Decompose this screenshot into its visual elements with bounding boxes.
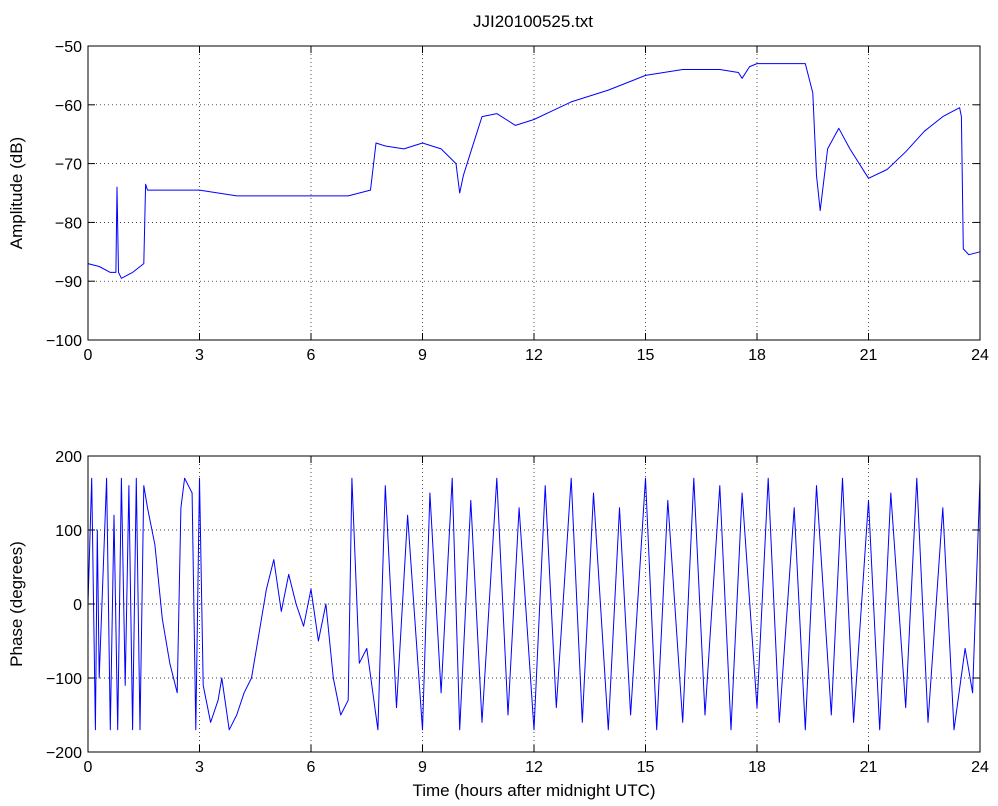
amplitude-x-tick-label: 15: [637, 347, 655, 364]
amplitude-x-tick-label: 12: [525, 347, 543, 364]
amplitude-panel: 0 3 6 9 12 15 18 21 24 −100 −90 −80 −70 −60 −50 Amplitu…: [7, 39, 989, 364]
amplitude-y-axis-title: Amplitude (dB): [7, 137, 26, 249]
phase-x-tick-label: 6: [307, 759, 316, 776]
phase-x-axis-title: Time (hours after midnight UTC): [412, 781, 655, 800]
amplitude-series-line: [87, 63, 981, 279]
amplitude-y-tick-label: −50: [55, 39, 82, 56]
amplitude-x-tick-label: 21: [860, 347, 878, 364]
chart-title: JJI20100525.txt: [473, 12, 593, 31]
amplitude-y-tick-label: −60: [55, 98, 82, 115]
phase-y-tick-label: −100: [46, 671, 82, 688]
phase-x-tick-label: 0: [84, 759, 93, 776]
amplitude-x-tick-label: 18: [748, 347, 766, 364]
amplitude-y-tick-label: −70: [55, 157, 82, 174]
amplitude-y-tick-label: −100: [46, 333, 82, 350]
phase-y-tick-label: 200: [55, 449, 82, 466]
phase-y-tick-label: −200: [46, 745, 82, 762]
phase-y-tick-label: 100: [55, 523, 82, 540]
amplitude-x-tick-label: 0: [84, 347, 93, 364]
amplitude-x-tick-label: 3: [195, 347, 204, 364]
phase-x-tick-label: 21: [860, 759, 878, 776]
amplitude-x-tick-label: 24: [971, 347, 989, 364]
phase-x-tick-label: 15: [637, 759, 655, 776]
phase-x-tick-label: 12: [525, 759, 543, 776]
amplitude-y-tick-label: −80: [55, 215, 82, 232]
phase-x-tick-label: 24: [971, 759, 989, 776]
phase-y-tick-label: 0: [73, 597, 82, 614]
amplitude-y-tick-label: −90: [55, 274, 82, 291]
phase-x-tick-label: 9: [418, 759, 427, 776]
amplitude-x-tick-label: 9: [418, 347, 427, 364]
phase-series-line: [87, 477, 981, 731]
phase-panel: 0 3 6 9 12 15 18 21 24 −200 −100 0 100 200 Phase (degr…: [7, 449, 989, 800]
phase-x-tick-label: 18: [748, 759, 766, 776]
phase-x-tick-label: 3: [195, 759, 204, 776]
phase-y-axis-title: Phase (degrees): [7, 541, 26, 667]
amplitude-x-tick-label: 6: [307, 347, 316, 364]
